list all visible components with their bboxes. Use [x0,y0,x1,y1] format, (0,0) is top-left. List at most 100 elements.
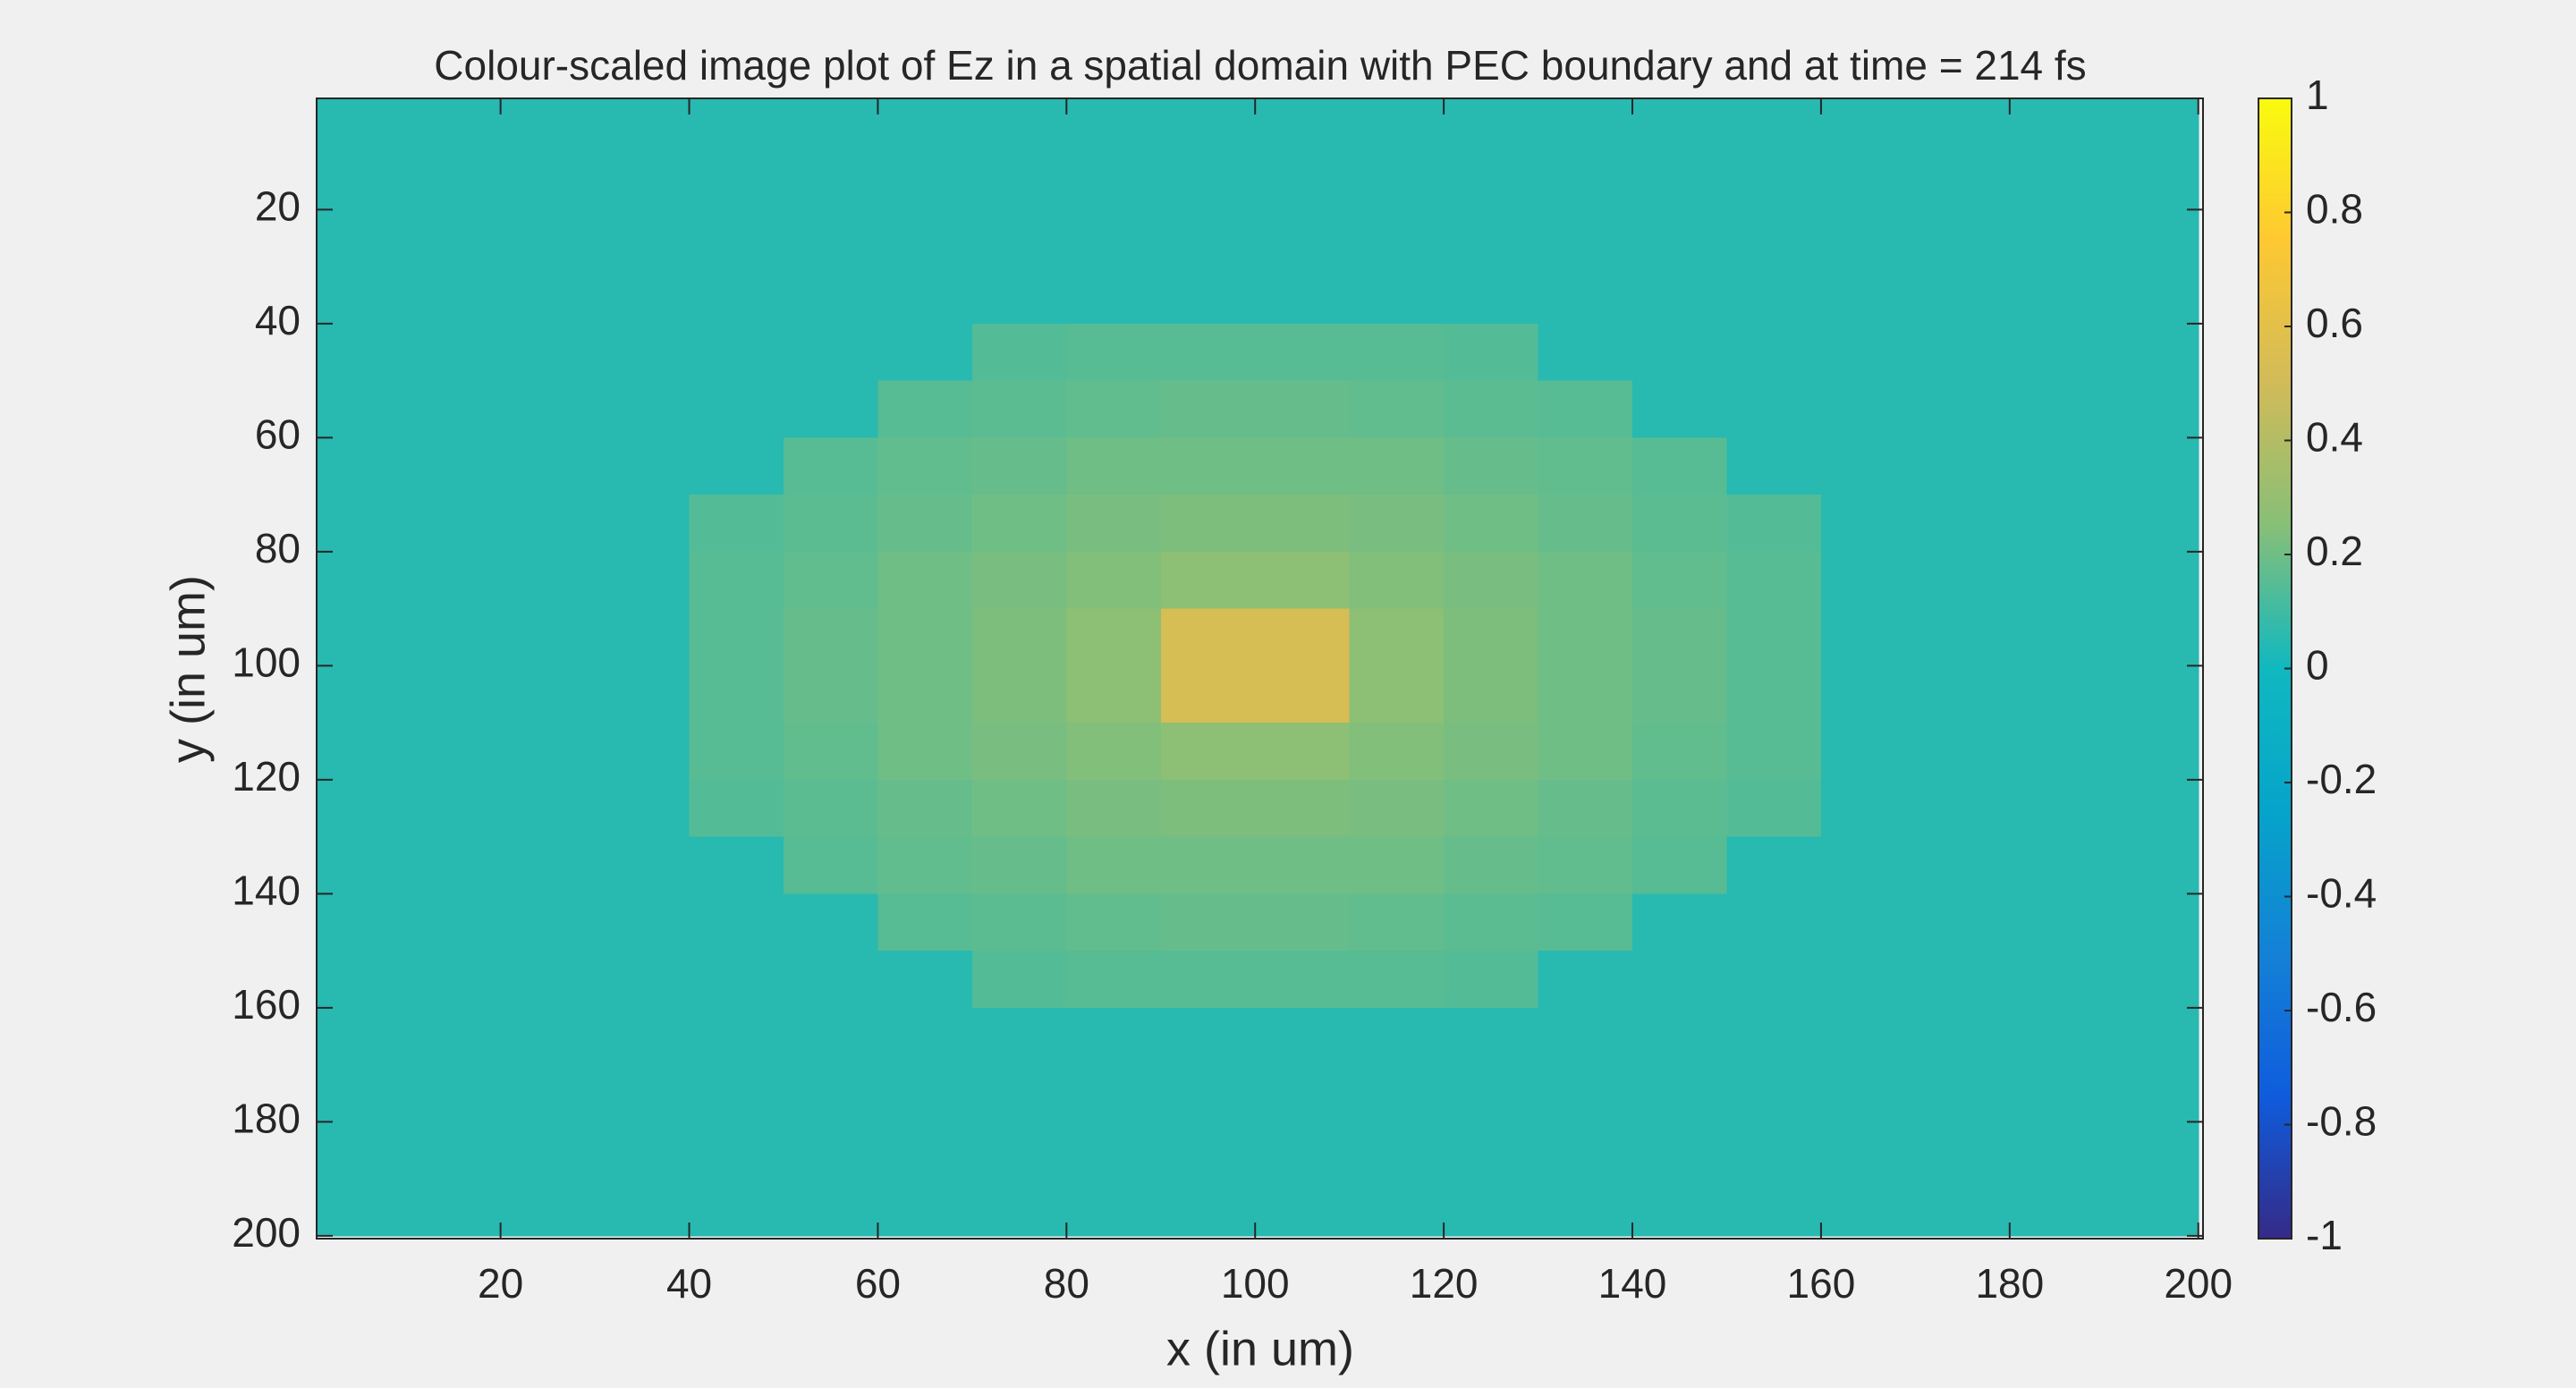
heatmap-cell [2104,1064,2199,1122]
heatmap-cell [500,152,596,210]
heatmap-cell [1915,665,2011,724]
heatmap-cell [1444,380,1539,438]
heatmap-cell [971,951,1067,1009]
heatmap-cell [783,951,879,1009]
heatmap-cell [1066,779,1162,838]
heatmap-cell [1349,551,1445,610]
heatmap-cell [595,323,691,382]
colorbar-tick-label: -0.6 [2306,984,2377,1030]
heatmap-cell [1726,551,1822,610]
colorbar-tick-label: 0.8 [2306,186,2363,233]
heatmap-cell [1726,323,1822,382]
heatmap-cell [2009,1064,2105,1122]
heatmap-cell [1160,380,1256,438]
heatmap-cell [1160,779,1256,838]
heatmap-cell [689,1121,784,1180]
heatmap-cell [783,267,879,325]
heatmap-cell [1538,836,1633,894]
heatmap-cell [877,380,973,438]
heatmap-cell [1066,1121,1162,1180]
heatmap-cell [877,551,973,610]
heatmap-cell [1632,495,1728,553]
heatmap-cell [1915,836,2011,894]
heatmap-cell [689,1064,784,1122]
heatmap-cell [1632,380,1728,438]
heatmap-cell [2104,893,2199,952]
heatmap-cell [1160,665,1256,724]
heatmap-cell [2104,98,2199,154]
heatmap-cell [317,495,407,553]
heatmap-cell [1915,152,2011,210]
heatmap-cell [783,665,879,724]
heatmap-cell [783,723,879,781]
heatmap-cell [1349,665,1445,724]
heatmap-cell [1349,495,1445,553]
heatmap-cell [1160,723,1256,781]
heatmap-cell [317,551,407,610]
heatmap-cell [2009,1007,2105,1066]
heatmap-cell [877,437,973,495]
heatmap-cell [877,1179,973,1237]
heatmap-cell [1444,665,1539,724]
heatmap-cell [689,551,784,610]
heatmap-cell [1066,437,1162,495]
heatmap-cell [2104,152,2199,210]
heatmap-cell [1349,608,1445,666]
heatmap-cell [1538,1179,1633,1237]
heatmap-cell [500,893,596,952]
heatmap-cell [500,437,596,495]
heatmap-cell [2009,951,2105,1009]
heatmap-cell [1255,98,1351,154]
heatmap-cell [1632,209,1728,267]
heatmap-cell [971,98,1067,154]
heatmap-cell [500,98,596,154]
heatmap-cell [1632,152,1728,210]
heatmap-cell [317,209,407,267]
colorbar-tick-label: 0.6 [2306,300,2363,346]
heatmap-cell [595,152,691,210]
heatmap-cell [406,1121,502,1180]
y-tick-label: 200 [232,1209,301,1256]
heatmap-cell [1915,608,2011,666]
heatmap [317,98,2199,1237]
y-tick-label: 160 [232,981,301,1028]
heatmap-cell [1820,98,1916,154]
heatmap-cell [317,267,407,325]
y-tick-label: 140 [232,867,301,913]
heatmap-cell [1538,779,1633,838]
heatmap-cell [1820,1007,1916,1066]
heatmap-cell [406,495,502,553]
heatmap-cell [500,380,596,438]
x-tick-label: 160 [1787,1260,1856,1307]
heatmap-cell [1915,209,2011,267]
heatmap-cell [406,209,502,267]
heatmap-cell [1915,1179,2011,1237]
heatmap-cell [1538,951,1633,1009]
heatmap-cell [406,893,502,952]
heatmap-cell [2009,98,2105,154]
heatmap-cell [1820,1179,1916,1237]
heatmap-cell [689,152,784,210]
heatmap-cell [877,951,973,1009]
heatmap-cell [1820,551,1916,610]
heatmap-cell [1444,836,1539,894]
heatmap-cell [1632,893,1728,952]
heatmap-cell [500,1121,596,1180]
heatmap-cell [317,1064,407,1122]
heatmap-cell [1915,267,2011,325]
heatmap-cell [1538,1064,1633,1122]
heatmap-cell [1915,1121,2011,1180]
heatmap-cell [689,437,784,495]
heatmap-cell [1160,495,1256,553]
heatmap-cell [971,437,1067,495]
heatmap-cell [1726,380,1822,438]
heatmap-cell [1444,608,1539,666]
heatmap-cell [1349,209,1445,267]
heatmap-cell [1160,209,1256,267]
heatmap-cell [1538,380,1633,438]
heatmap-cell [2104,267,2199,325]
heatmap-cell [971,1121,1067,1180]
heatmap-cell [689,893,784,952]
heatmap-cell [689,951,784,1009]
heatmap-cell [1255,779,1351,838]
